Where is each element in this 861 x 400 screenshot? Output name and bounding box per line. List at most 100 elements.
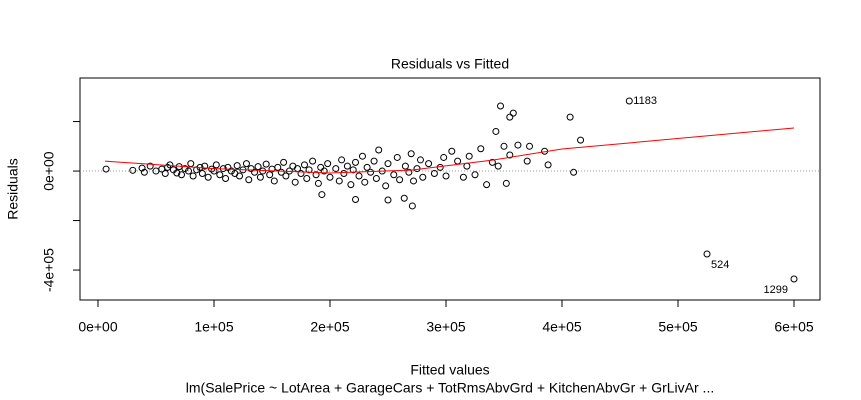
point	[492, 127, 500, 135]
point	[173, 169, 181, 177]
point	[570, 168, 578, 176]
x-tick-label: 1e+05	[194, 319, 234, 335]
y-tick-label: 0e+00	[41, 151, 57, 191]
point	[352, 196, 360, 204]
point	[270, 177, 278, 185]
point	[523, 157, 531, 165]
point	[358, 152, 366, 160]
point	[566, 113, 574, 121]
point	[266, 171, 274, 179]
point-label: 1299	[764, 284, 788, 296]
point	[256, 173, 264, 181]
point	[317, 163, 325, 171]
point	[440, 153, 448, 161]
point	[312, 171, 320, 179]
point	[187, 160, 195, 168]
point	[502, 179, 510, 187]
point	[326, 173, 334, 181]
point	[274, 163, 282, 171]
point	[372, 174, 380, 182]
x-tick-label: 3e+05	[426, 319, 466, 335]
point	[448, 147, 456, 155]
point	[425, 160, 433, 168]
point	[454, 157, 462, 165]
point	[390, 171, 398, 179]
point	[405, 168, 413, 176]
point	[384, 160, 392, 168]
point	[242, 160, 250, 168]
y-axis-label: Residuals	[5, 158, 21, 219]
point	[514, 141, 522, 149]
plot-frame	[79, 77, 821, 301]
point	[189, 172, 197, 180]
point	[201, 162, 209, 170]
point	[169, 166, 177, 174]
point	[161, 170, 169, 178]
point	[500, 142, 508, 150]
point	[370, 157, 378, 165]
point	[419, 173, 427, 181]
point	[400, 194, 408, 202]
point	[347, 181, 355, 189]
point	[233, 162, 241, 170]
point	[483, 181, 491, 189]
point	[184, 167, 192, 175]
point	[324, 160, 332, 168]
point	[408, 202, 416, 210]
point	[245, 176, 253, 184]
point	[352, 158, 360, 166]
point	[526, 142, 534, 150]
point	[254, 163, 262, 171]
subtitle: lm(SalePrice ~ LotArea + GarageCars + To…	[186, 380, 714, 396]
point	[318, 191, 326, 199]
point	[305, 166, 313, 174]
point	[494, 162, 502, 170]
point	[335, 177, 343, 185]
point	[436, 163, 444, 171]
point	[790, 275, 798, 283]
point	[367, 168, 375, 176]
point	[236, 172, 244, 180]
chart-title: Residuals vs Fitted	[391, 56, 509, 72]
point	[251, 168, 259, 176]
point	[204, 173, 212, 181]
x-tick-label: 5e+05	[658, 319, 698, 335]
point	[577, 136, 585, 144]
point	[332, 165, 340, 173]
point	[320, 167, 328, 175]
point	[416, 156, 424, 164]
point	[198, 170, 206, 178]
point	[544, 161, 552, 169]
point	[488, 158, 496, 166]
point	[410, 177, 418, 185]
y-tick-label: -4e+05	[41, 248, 57, 292]
point	[471, 171, 479, 179]
point	[506, 151, 514, 159]
x-tick-label: 0e+00	[78, 319, 118, 335]
point	[625, 97, 633, 105]
point	[430, 170, 438, 178]
x-tick-label: 6e+05	[774, 319, 814, 335]
point	[282, 172, 290, 180]
point	[146, 162, 154, 170]
point	[506, 113, 514, 121]
point	[384, 196, 392, 204]
point	[297, 170, 305, 178]
smooth-line	[104, 127, 795, 174]
point	[509, 109, 517, 117]
point	[349, 166, 357, 174]
point	[314, 179, 322, 187]
point	[338, 156, 346, 164]
point	[303, 174, 311, 182]
point	[355, 172, 363, 180]
point	[382, 182, 390, 190]
point	[477, 145, 485, 153]
point	[280, 158, 288, 166]
point	[222, 174, 230, 182]
point	[247, 165, 255, 173]
point	[407, 150, 415, 158]
point	[703, 250, 711, 258]
point	[216, 171, 224, 179]
point	[459, 173, 467, 181]
